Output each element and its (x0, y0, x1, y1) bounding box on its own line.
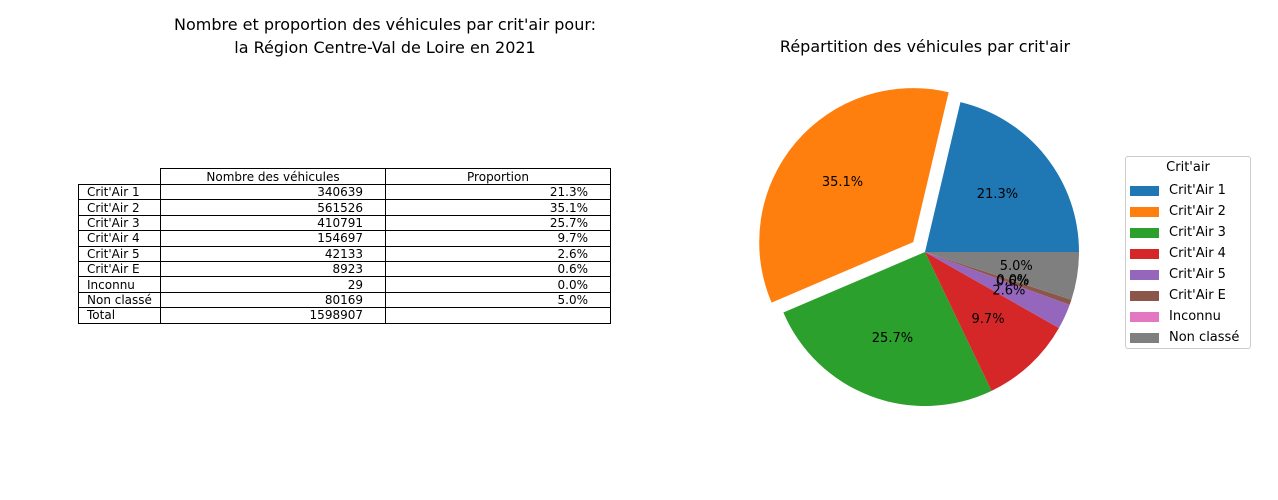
table-row: Crit'Air E 8923 0.6% (78, 260, 611, 278)
legend-label: Non classé (1169, 330, 1240, 345)
legend-item: Inconnu (1130, 306, 1250, 327)
pie-slice (925, 252, 1072, 300)
slice-label: 0.0% (996, 273, 1029, 288)
legend-label: Crit'Air 3 (1169, 225, 1226, 240)
table-row: Inconnu 29 0.0% (78, 276, 611, 293)
row-label: Crit'Air 3 (78, 214, 161, 232)
pie-legend: Crit'air Crit'Air 1 Crit'Air 2 Crit'Air 3 C… (1125, 156, 1251, 349)
table-row: Non classé 80169 5.0% (78, 291, 611, 309)
cell-count: 29 (160, 276, 386, 293)
legend-swatch (1130, 311, 1159, 322)
legend-item: Crit'Air 4 (1130, 243, 1250, 264)
cell-proportion: 0.6% (385, 260, 611, 278)
pie-slice (925, 252, 1079, 300)
table-row: Crit'Air 3 410791 25.7% (78, 214, 611, 232)
table-row: Crit'Air 2 561526 35.1% (78, 199, 611, 216)
row-label: Crit'Air 5 (78, 245, 161, 262)
pie-title: Répartition des véhicules par crit'air (779, 37, 1071, 56)
legend-swatch (1130, 185, 1159, 196)
slice-label: 21.3% (977, 187, 1018, 202)
legend-swatch (1130, 227, 1159, 238)
cell-count: 80169 (160, 291, 386, 309)
pie-slice (783, 252, 992, 406)
legend-swatch (1130, 248, 1159, 259)
pie-slice (925, 102, 1079, 253)
row-label: Non classé (78, 291, 161, 309)
legend-item: Crit'Air E (1130, 285, 1250, 306)
slice-label: 35.1% (822, 175, 863, 190)
cell-proportion: 2.6% (385, 245, 611, 262)
legend-swatch (1130, 206, 1159, 217)
row-label: Total (78, 307, 161, 324)
table-title-line-1: Nombre et proportion des véhicules par c… (173, 15, 597, 34)
row-label: Crit'Air E (78, 260, 161, 278)
cell-proportion (385, 307, 611, 324)
legend-item: Crit'Air 3 (1130, 222, 1250, 243)
slice-label: 0.6% (996, 275, 1029, 290)
cell-count: 1598907 (160, 307, 386, 324)
table-row: Total 1598907 (78, 307, 611, 324)
cell-proportion: 25.7% (385, 214, 611, 232)
pie-slice (759, 88, 949, 303)
legend-label: Crit'Air 4 (1169, 246, 1226, 261)
cell-proportion: 5.0% (385, 291, 611, 309)
slice-label: 2.6% (992, 283, 1025, 298)
legend-label: Crit'Air 1 (1169, 183, 1226, 198)
legend-swatch (1130, 290, 1159, 301)
legend-label: Inconnu (1169, 309, 1221, 324)
slice-label: 5.0% (1000, 259, 1033, 274)
legend-title: Crit'air (1166, 160, 1210, 175)
legend-label: Crit'Air 2 (1169, 204, 1226, 219)
cell-count: 8923 (160, 260, 386, 278)
table-title-line-2: la Région Centre-Val de Loire en 2021 (234, 38, 536, 57)
legend-item: Crit'Air 1 (1130, 180, 1250, 201)
cell-count: 42133 (160, 245, 386, 262)
slice-label: 9.7% (972, 312, 1005, 327)
legend-label: Crit'Air 5 (1169, 267, 1226, 282)
row-label: Crit'Air 2 (78, 199, 161, 216)
table-row: Crit'Air 5 42133 2.6% (78, 245, 611, 262)
legend-item: Crit'Air 2 (1130, 201, 1250, 222)
legend-label: Crit'Air E (1169, 288, 1226, 303)
legend-swatch (1130, 269, 1159, 280)
crit-air-table: Nombre des véhicules Proportion Crit'Air… (78, 168, 611, 324)
slice-label: 25.7% (872, 331, 913, 346)
legend-swatch (1130, 332, 1159, 343)
pie-slice (925, 252, 1059, 391)
table-header-row: Nombre des véhicules Proportion (79, 168, 611, 185)
row-label: Inconnu (78, 276, 161, 293)
cell-proportion: 0.0% (385, 276, 611, 293)
table-title: Nombre et proportion des véhicules par c… (95, 13, 675, 59)
pie-slice (925, 252, 1070, 328)
legend-item: Crit'Air 5 (1130, 264, 1250, 285)
legend-item: Non classé (1130, 327, 1250, 348)
pie-slice (925, 252, 1072, 305)
